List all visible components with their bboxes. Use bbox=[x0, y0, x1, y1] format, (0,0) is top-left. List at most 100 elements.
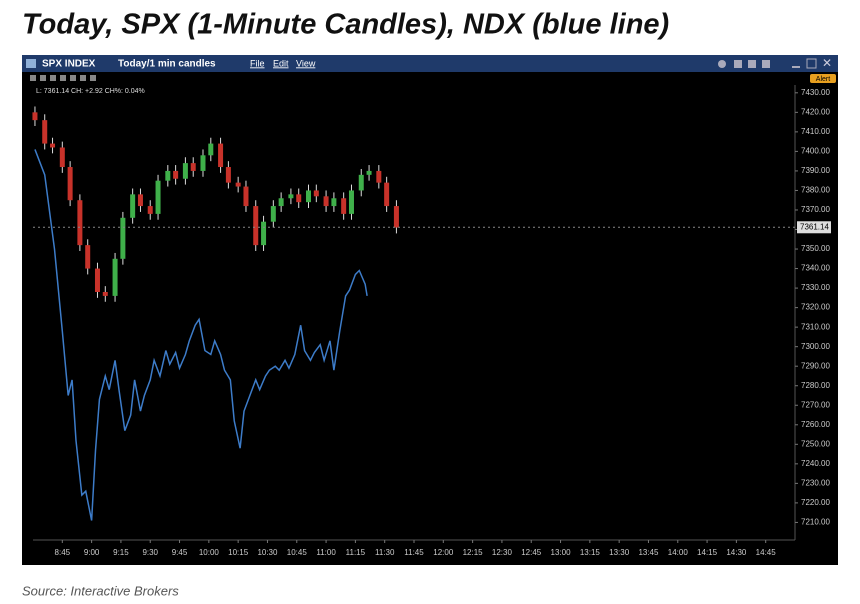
candle-body bbox=[261, 221, 267, 246]
x-tick-label: 13:30 bbox=[609, 548, 630, 557]
x-tick-label: 12:15 bbox=[463, 548, 484, 557]
candle-body bbox=[32, 112, 38, 121]
last-price-tag bbox=[797, 221, 831, 234]
candle-body bbox=[243, 186, 249, 207]
y-tick-label: 7260.00 bbox=[801, 420, 830, 429]
y-tick-label: 7220.00 bbox=[801, 498, 830, 507]
candle-body bbox=[77, 200, 83, 246]
candle-body bbox=[137, 194, 143, 207]
y-tick-label: 7430.00 bbox=[801, 88, 830, 97]
candle-body bbox=[190, 163, 196, 171]
x-tick-label: 12:30 bbox=[492, 548, 513, 557]
y-tick-label: 7340.00 bbox=[801, 264, 830, 273]
x-tick-label: 10:30 bbox=[257, 548, 278, 557]
x-tick-label: 10:15 bbox=[228, 548, 249, 557]
candle-body bbox=[200, 155, 206, 171]
x-tick-label: 13:15 bbox=[580, 548, 601, 557]
candle-body bbox=[173, 170, 179, 179]
y-tick-label: 7290.00 bbox=[801, 361, 830, 370]
candle-body bbox=[366, 170, 372, 175]
y-tick-label: 7280.00 bbox=[801, 381, 830, 390]
candle-body bbox=[393, 206, 399, 228]
candle-body bbox=[112, 258, 118, 296]
candle-body bbox=[376, 170, 382, 183]
alert-label: Alert bbox=[816, 76, 830, 83]
y-tick-label: 7210.00 bbox=[801, 518, 830, 527]
x-tick-label: 13:00 bbox=[551, 548, 572, 557]
candle-body bbox=[50, 143, 56, 148]
y-tick-label: 7300.00 bbox=[801, 342, 830, 351]
x-tick-label: 9:45 bbox=[172, 548, 188, 557]
x-tick-label: 8:45 bbox=[55, 548, 71, 557]
y-tick-label: 7250.00 bbox=[801, 439, 830, 448]
chart-title: Today, SPX (1-Minute Candles), NDX (blue… bbox=[22, 9, 669, 41]
ndx-line bbox=[34, 149, 368, 521]
source: Source: Interactive Brokers bbox=[22, 583, 179, 598]
close-button[interactable]: ✕ bbox=[822, 56, 832, 70]
candle-body bbox=[331, 198, 337, 207]
x-tick-label: 12:00 bbox=[433, 548, 454, 557]
candle-body bbox=[182, 163, 188, 179]
menu-view[interactable]: View bbox=[296, 58, 316, 68]
candle-body bbox=[305, 190, 311, 203]
candle-body bbox=[67, 167, 73, 201]
x-tick-label: 14:45 bbox=[756, 548, 777, 557]
candle-body bbox=[85, 245, 91, 269]
candle-body bbox=[235, 182, 241, 187]
candle-body bbox=[165, 170, 171, 181]
candle-body bbox=[42, 120, 48, 144]
menu-file[interactable]: File bbox=[250, 58, 265, 68]
candle-body bbox=[296, 194, 302, 203]
menu-edit[interactable]: Edit bbox=[273, 58, 289, 68]
candle-body bbox=[348, 190, 354, 214]
candle-body bbox=[59, 147, 65, 168]
last-price-label: 7361.14 bbox=[800, 222, 829, 231]
candle-body bbox=[208, 143, 214, 156]
candle-body bbox=[341, 198, 347, 214]
y-tick-label: 7420.00 bbox=[801, 107, 830, 116]
x-tick-label: 10:45 bbox=[287, 548, 308, 557]
period[interactable]: Today/1 min candles bbox=[118, 59, 216, 70]
y-tick-label: 7400.00 bbox=[801, 147, 830, 156]
y-tick-label: 7370.00 bbox=[801, 205, 830, 214]
toolbar bbox=[22, 55, 838, 72]
y-tick-label: 7310.00 bbox=[801, 322, 830, 331]
symbol[interactable]: SPX INDEX bbox=[42, 59, 96, 70]
y-tick-label: 7410.00 bbox=[801, 127, 830, 136]
y-tick-label: 7350.00 bbox=[801, 244, 830, 253]
x-tick-label: 11:30 bbox=[375, 548, 395, 557]
x-tick-label: 12:45 bbox=[521, 548, 542, 557]
candle-body bbox=[384, 182, 390, 207]
candle-body bbox=[102, 291, 108, 296]
x-tick-label: 11:45 bbox=[404, 548, 424, 557]
x-tick-label: 9:00 bbox=[84, 548, 100, 557]
y-tick-label: 7270.00 bbox=[801, 400, 830, 409]
x-tick-label: 10:00 bbox=[199, 548, 220, 557]
candle-body bbox=[270, 206, 276, 222]
y-tick-label: 7320.00 bbox=[801, 303, 830, 312]
candle-body bbox=[155, 180, 161, 214]
x-tick-label: 11:00 bbox=[316, 548, 336, 557]
candle-body bbox=[94, 268, 100, 292]
y-tick-label: 7380.00 bbox=[801, 186, 830, 195]
candle-body bbox=[313, 190, 319, 197]
info-line: L: 7361.14 CH: +2.92 CH%: 0.04% bbox=[36, 88, 145, 95]
x-tick-label: 9:15 bbox=[113, 548, 129, 557]
x-tick-label: 13:45 bbox=[638, 548, 659, 557]
toolbar-icons bbox=[718, 58, 817, 69]
candle-body bbox=[358, 174, 364, 191]
candle-body bbox=[253, 206, 259, 246]
y-tick-label: 7230.00 bbox=[801, 478, 830, 487]
candle-body bbox=[278, 198, 284, 207]
alert-button[interactable] bbox=[810, 74, 836, 83]
chart-tools bbox=[30, 75, 96, 81]
x-tick-label: 11:15 bbox=[346, 548, 366, 557]
screenshot-frame bbox=[22, 55, 838, 565]
candle-body bbox=[120, 217, 126, 259]
candle-body bbox=[288, 194, 294, 199]
x-tick-label: 14:00 bbox=[668, 548, 689, 557]
x-tick-label: 14:30 bbox=[726, 548, 747, 557]
candle-body bbox=[218, 143, 224, 168]
